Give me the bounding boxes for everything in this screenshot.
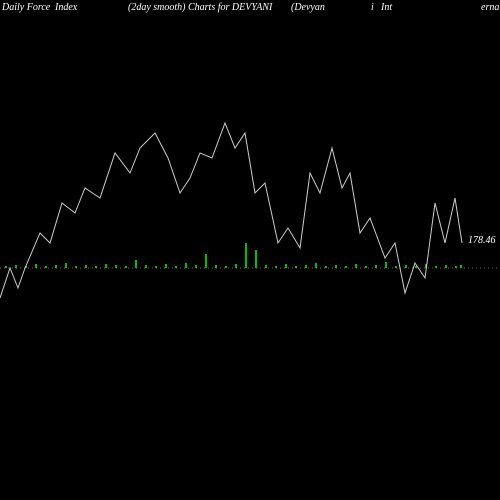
volume-bar [235, 264, 237, 268]
volume-bar [305, 265, 307, 268]
volume-bar [95, 266, 97, 268]
volume-bar [455, 266, 457, 268]
volume-bar [205, 254, 207, 268]
volume-bar [5, 266, 7, 268]
volume-bar [15, 265, 17, 268]
volume-bar [285, 264, 287, 268]
volume-bar [175, 266, 177, 268]
volume-bar [275, 266, 277, 268]
volume-bar [75, 266, 77, 268]
price-polyline [0, 123, 462, 298]
volume-bar [295, 266, 297, 268]
header-part-7: erna [481, 2, 499, 13]
header-part-3: (2day smooth) Charts for DEVYANI [128, 2, 272, 13]
volume-bar [55, 265, 57, 268]
force-index-chart: 178.46 [0, 18, 500, 500]
volume-bar [365, 266, 367, 268]
volume-bar [245, 243, 247, 268]
volume-bar [385, 262, 387, 268]
volume-bar [135, 260, 137, 268]
header-part-2: Index [55, 2, 77, 13]
volume-bar [375, 265, 377, 268]
volume-bar [125, 266, 127, 268]
volume-bar [395, 266, 397, 268]
volume-bar [225, 266, 227, 268]
volume-bar [165, 264, 167, 268]
volume-bar [460, 265, 462, 268]
volume-bar [315, 263, 317, 268]
volume-bar [85, 265, 87, 268]
volume-bar [325, 266, 327, 268]
volume-bar [405, 265, 407, 268]
header-part-4: (Devyan [291, 2, 325, 13]
header-part-6: Int [381, 2, 392, 13]
volume-bar [335, 265, 337, 268]
volume-bar [145, 265, 147, 268]
volume-bar [185, 263, 187, 268]
chart-header: Daily Force Index (2day smooth) Charts f… [0, 0, 500, 18]
volume-bar [445, 265, 447, 268]
volume-bar [355, 264, 357, 268]
volume-bar [45, 266, 47, 268]
volume-bar [35, 264, 37, 268]
header-part-5: i [371, 2, 374, 13]
header-part-1: Daily Force [2, 2, 50, 13]
current-value-label: 178.46 [468, 235, 496, 246]
volume-bar [105, 264, 107, 268]
volume-bars [5, 243, 462, 268]
volume-bar [195, 265, 197, 268]
volume-bar [345, 266, 347, 268]
volume-bar [255, 250, 257, 268]
volume-bar [65, 263, 67, 268]
volume-bar [265, 265, 267, 268]
volume-bar [115, 265, 117, 268]
volume-bar [215, 265, 217, 268]
volume-bar [155, 266, 157, 268]
volume-bar [435, 266, 437, 268]
